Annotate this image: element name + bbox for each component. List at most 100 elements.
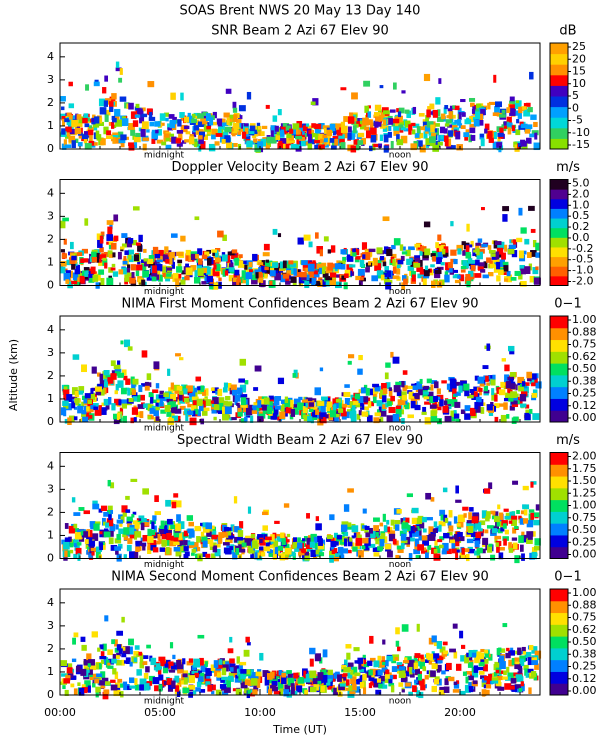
- echo-pixel: [355, 256, 361, 260]
- echo-pixel: [129, 527, 134, 535]
- echo-pixel: [123, 339, 131, 348]
- echo-pixel: [531, 373, 537, 380]
- echo-pixel: [140, 522, 145, 531]
- echo-pixel: [428, 391, 434, 399]
- echo-pixel: [408, 666, 413, 675]
- echo-pixel: [305, 673, 313, 679]
- echo-pixel: [379, 675, 385, 682]
- echo-pixel: [60, 220, 66, 229]
- echo-pixel: [448, 510, 453, 518]
- echo-pixel: [333, 672, 340, 679]
- echo-pixel: [403, 128, 410, 132]
- echo-pixel: [411, 507, 419, 514]
- echo-pixel: [491, 388, 495, 396]
- echo-pixel: [300, 548, 306, 554]
- echo-pixel: [518, 106, 523, 114]
- echo-pixel: [242, 131, 247, 139]
- echo-pixel: [79, 275, 85, 284]
- echo-pixel: [275, 134, 281, 140]
- echo-pixel: [478, 671, 485, 675]
- echo-pixel: [372, 547, 380, 552]
- panel-title: NIMA Second Moment Confidences Beam 2 Az…: [111, 570, 488, 585]
- echo-pixel: [215, 247, 221, 252]
- echo-pixel: [229, 636, 233, 643]
- echo-pixel: [433, 553, 441, 561]
- echo-pixel: [84, 667, 90, 672]
- echo-pixel: [419, 378, 423, 384]
- echo-pixel: [353, 139, 359, 145]
- echo-pixel: [141, 350, 148, 358]
- echo-pixel: [526, 520, 534, 528]
- echo-pixel: [293, 268, 297, 276]
- echo-pixel: [252, 672, 259, 679]
- echo-pixel: [90, 547, 96, 552]
- echo-pixel: [112, 653, 116, 661]
- echo-pixel: [303, 678, 311, 683]
- echo-pixel: [68, 81, 73, 87]
- echo-pixel: [103, 100, 109, 107]
- echo-pixel: [531, 551, 537, 560]
- echo-pixel: [185, 131, 191, 135]
- echo-pixel: [123, 527, 130, 535]
- echo-pixel: [345, 644, 352, 649]
- echo-pixel: [134, 684, 139, 691]
- echo-pixel: [440, 113, 446, 120]
- echo-pixel: [92, 127, 98, 131]
- echo-pixel: [411, 517, 418, 525]
- echo-pixel: [159, 525, 167, 529]
- echo-pixel: [74, 390, 80, 398]
- echo-pixel: [258, 280, 266, 287]
- echo-pixel: [206, 125, 211, 130]
- echo-pixel: [399, 244, 404, 251]
- echo-pixel: [382, 110, 390, 115]
- echo-pixel: [232, 101, 237, 109]
- echo-pixel: [460, 99, 466, 103]
- colorbar-tick-label: -1.0: [572, 264, 593, 277]
- echo-pixel: [64, 689, 69, 696]
- echo-pixel: [185, 385, 193, 392]
- echo-pixel: [373, 517, 380, 522]
- echo-pixel: [246, 690, 251, 699]
- echo-pixel: [86, 406, 94, 413]
- echo-pixel: [191, 396, 199, 402]
- echo-pixel: [392, 538, 397, 545]
- echo-pixel: [93, 547, 98, 553]
- echo-pixel: [488, 137, 494, 143]
- echo-pixel: [128, 276, 136, 284]
- echo-pixel: [155, 129, 159, 134]
- echo-pixel: [168, 133, 175, 137]
- echo-pixel: [436, 640, 443, 649]
- echo-pixel: [367, 261, 371, 266]
- echo-pixel: [471, 671, 479, 678]
- echo-pixel: [128, 638, 134, 646]
- echo-pixel: [302, 406, 308, 414]
- echo-pixel: [80, 530, 85, 536]
- echo-pixel: [465, 245, 470, 253]
- echo-pixel: [460, 409, 466, 415]
- echo-pixel: [214, 250, 219, 258]
- echo-pixel: [141, 121, 149, 130]
- echo-pixel: [496, 387, 501, 394]
- echo-pixel: [339, 683, 346, 687]
- echo-pixel: [185, 249, 192, 256]
- echo-pixel: [91, 366, 97, 374]
- colorbar-tick-label: -5: [572, 114, 583, 127]
- echo-pixel: [152, 389, 159, 394]
- echo-pixel: [447, 261, 453, 269]
- echo-pixel: [353, 668, 357, 673]
- echo-pixel: [110, 684, 118, 691]
- echo-pixel: [170, 394, 177, 401]
- echo-pixel: [205, 681, 211, 687]
- echo-pixel: [524, 238, 530, 245]
- echo-pixel: [514, 384, 518, 391]
- echo-pixel: [501, 124, 507, 132]
- echo-pixel: [333, 687, 338, 695]
- echo-pixel: [166, 398, 173, 403]
- echo-pixel: [158, 394, 165, 399]
- echo-pixel: [329, 123, 336, 132]
- echo-pixel: [239, 384, 247, 393]
- echo-pixel: [512, 527, 517, 534]
- echo-pixel: [434, 270, 442, 274]
- echo-pixel: [154, 270, 161, 275]
- echo-pixel: [319, 249, 323, 257]
